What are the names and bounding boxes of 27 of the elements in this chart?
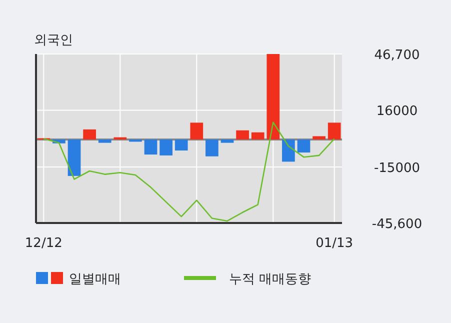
bar xyxy=(83,129,96,140)
bar xyxy=(144,140,158,155)
bar xyxy=(251,132,264,140)
bar xyxy=(98,140,112,143)
bar xyxy=(160,140,172,156)
y-tick-label: 46,700 xyxy=(374,48,420,63)
bar xyxy=(206,140,218,156)
legend-label: 일별매매 xyxy=(69,272,121,287)
chart-title: 외국인 xyxy=(34,33,73,48)
legend-label: 누적 매매동향 xyxy=(229,272,312,287)
bar xyxy=(114,137,127,140)
bar xyxy=(236,130,249,140)
bar xyxy=(312,136,326,140)
bar xyxy=(220,140,234,143)
bar xyxy=(328,122,341,140)
y-tick-label: -15000 xyxy=(374,160,420,176)
line-series xyxy=(43,122,335,222)
bar xyxy=(68,140,81,176)
y-tick-label: 16000 xyxy=(376,104,418,120)
y-tick-label: -45,600 xyxy=(372,217,422,232)
x-tick-label: 12/12 xyxy=(24,236,62,251)
bar xyxy=(190,122,204,140)
bar xyxy=(297,140,310,153)
x-tick-label: 01/13 xyxy=(316,236,354,251)
bar xyxy=(266,54,280,140)
bar xyxy=(282,140,295,162)
bar xyxy=(174,140,188,150)
